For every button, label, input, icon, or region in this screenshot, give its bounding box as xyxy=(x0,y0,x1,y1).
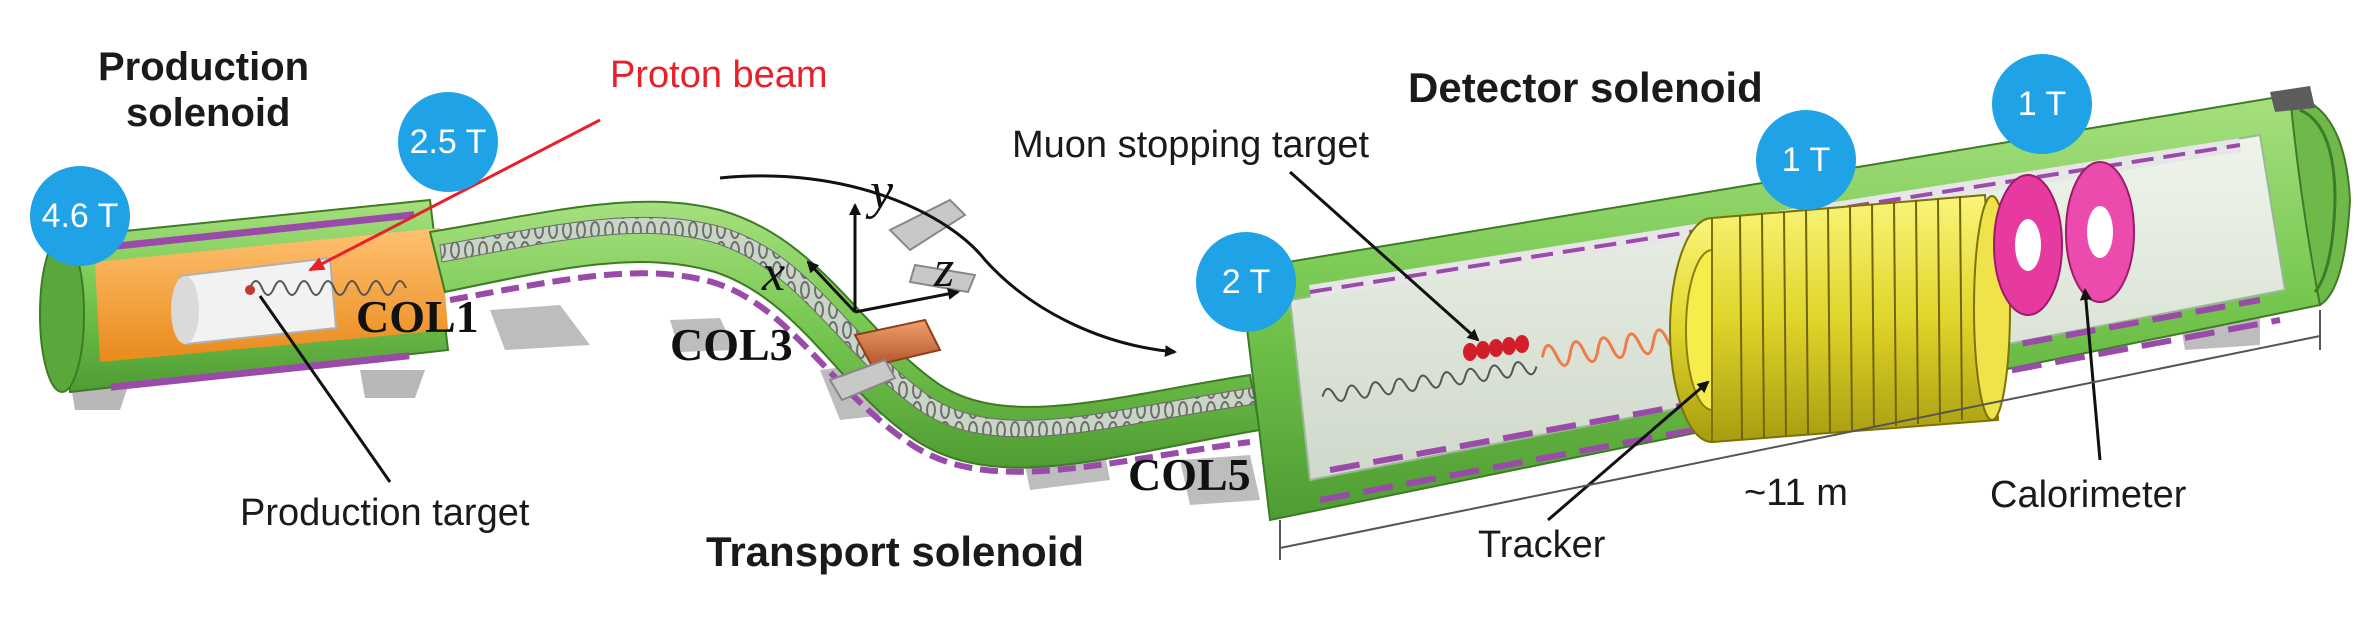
col1-label: COL1 xyxy=(356,291,479,342)
calorimeter-leader xyxy=(2079,288,2102,461)
field-bubble-ps-high: 4.6 T xyxy=(30,166,130,266)
detector-solenoid xyxy=(1238,86,2352,522)
proton-beam-arrow xyxy=(308,118,601,272)
axis-z-label: z xyxy=(934,241,955,298)
coordinate-axes xyxy=(806,203,960,314)
tracker-label: Tracker xyxy=(1478,524,1606,566)
calorimeter-disks xyxy=(1993,161,2135,316)
production-solenoid-line2: solenoid xyxy=(126,91,291,135)
col3-label: COL3 xyxy=(670,319,793,370)
tracker-cylinder xyxy=(1669,193,2011,444)
muon-stopping-target-label: Muon stopping target xyxy=(1012,124,1370,166)
calorimeter-label: Calorimeter xyxy=(1990,474,2187,516)
length-label: ~11 m xyxy=(1744,472,1848,514)
proton-beam-label: Proton beam xyxy=(610,54,828,96)
detector-solenoid-label: Detector solenoid xyxy=(1408,64,1763,111)
length-scale xyxy=(1279,310,2321,560)
tracker-leader xyxy=(1547,380,1710,522)
field-bubble-ps-low: 2.5 T xyxy=(398,92,498,192)
field-bubble-ds-calorimeter: 1 T xyxy=(1992,54,2092,154)
field-bubble-ds-tracker: 1 T xyxy=(1756,110,1856,210)
production-target-leader xyxy=(258,295,392,483)
col5-label: COL5 xyxy=(1128,449,1251,500)
trajectory-arrow xyxy=(719,174,1177,358)
axis-x-label: x xyxy=(762,245,786,302)
muon-target-leader xyxy=(1289,170,1480,342)
production-solenoid-label: Production solenoid xyxy=(98,44,309,136)
transport-solenoid-label: Transport solenoid xyxy=(706,528,1085,575)
axis-y-label: y xyxy=(870,163,894,220)
production-target-dot xyxy=(245,285,255,295)
production-target-label: Production target xyxy=(240,492,530,534)
production-solenoid-line1: Production xyxy=(98,45,310,89)
field-bubble-ds-entrance: 2 T xyxy=(1196,232,1296,332)
muon-stopping-target xyxy=(1463,335,1529,361)
